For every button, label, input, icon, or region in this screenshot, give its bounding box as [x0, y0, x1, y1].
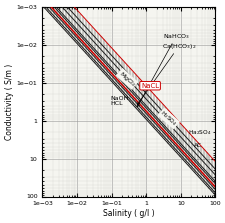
Text: AC: AC — [193, 143, 201, 148]
X-axis label: Salinity ( g/l ): Salinity ( g/l ) — [103, 209, 154, 218]
Text: NaOH: NaOH — [110, 96, 129, 101]
Text: NaCL: NaCL — [140, 83, 158, 89]
Text: HCL: HCL — [110, 101, 123, 106]
Text: Ha$_2$SO$_4$: Ha$_2$SO$_4$ — [187, 128, 210, 136]
Text: H$_2$SO$_4$: H$_2$SO$_4$ — [158, 109, 178, 128]
Text: MgCl$_2$: MgCl$_2$ — [116, 69, 137, 89]
Y-axis label: Conductivity ( S/m ): Conductivity ( S/m ) — [5, 64, 14, 140]
Text: NaHCO$_3$: NaHCO$_3$ — [137, 32, 189, 107]
Text: Ca(HCO$_3$)$_2$: Ca(HCO$_3$)$_2$ — [137, 42, 195, 104]
